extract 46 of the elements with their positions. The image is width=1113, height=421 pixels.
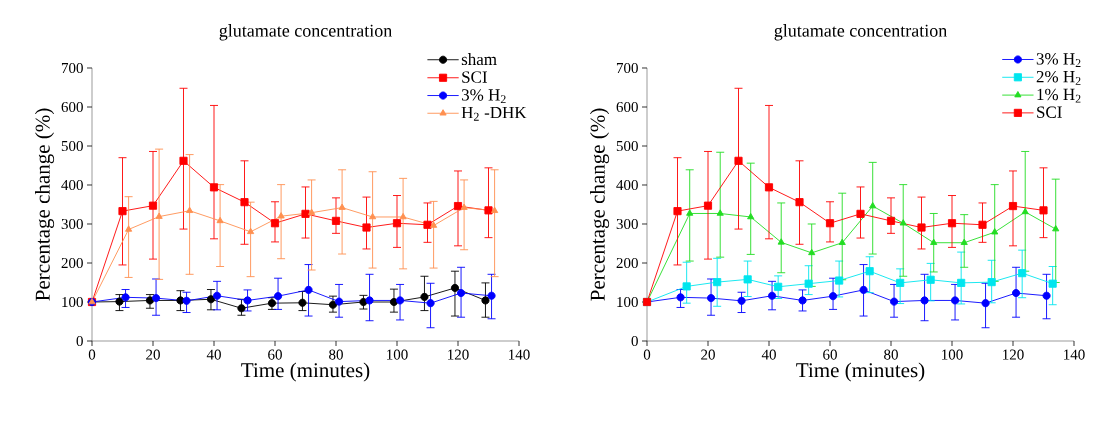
x-tick-label: 100 <box>387 349 408 360</box>
legend-label: 2% H$_{2}$ <box>1036 70 1081 85</box>
y-tick-label: 100 <box>617 296 638 308</box>
x-tick-label: 80 <box>329 349 343 360</box>
y-tick-label: 0 <box>76 335 83 347</box>
x-tick-label: 100 <box>942 349 963 360</box>
legend-label: sham <box>461 53 497 66</box>
chart-title: glutamate concentration <box>774 24 947 41</box>
x-tick-label: 20 <box>146 349 160 360</box>
y-tick-label: 700 <box>616 62 638 74</box>
legend-label: 1% H$_{2}$ <box>1037 88 1081 103</box>
y-tick-label: 0 <box>631 335 638 347</box>
x-tick-label: 20 <box>701 349 715 360</box>
y-tick-label: 300 <box>616 218 638 230</box>
x-tick-label: 80 <box>884 349 898 360</box>
x-tick-label: 40 <box>761 349 776 360</box>
x-tick-label: 60 <box>268 349 282 360</box>
y-tick-label: 500 <box>61 140 83 152</box>
x-tick-label: 0 <box>88 349 96 360</box>
y-tick-label: 500 <box>616 140 638 152</box>
y-tick-label: 200 <box>61 257 83 269</box>
y-tick-label: 200 <box>616 257 638 269</box>
chart-title: glutamate concentration <box>219 24 392 41</box>
y-tick-label: 400 <box>616 179 638 191</box>
legend-label: 3% H$_{2}$ <box>461 89 506 104</box>
x-tick-label: 120 <box>1003 349 1024 360</box>
y-tick-label: 100 <box>62 296 83 308</box>
legend-label: SCI <box>462 71 487 83</box>
y-tick-label: 300 <box>61 218 83 230</box>
y-tick-label: 400 <box>61 179 83 191</box>
legend-label: 3% H$_{2}$ <box>1036 53 1081 67</box>
x-tick-label: 40 <box>206 349 221 360</box>
x-tick-label: 0 <box>643 349 651 360</box>
y-tick-label: 600 <box>61 101 83 113</box>
y-axis-title: Percentage change (%) <box>35 108 55 301</box>
x-tick-label: 120 <box>448 349 469 360</box>
legend-label: SCI <box>1037 106 1062 118</box>
legend-label: H$_{2}$ -DHK <box>461 106 527 121</box>
y-tick-label: 700 <box>61 62 83 74</box>
x-axis-title: Time (minutes) <box>796 362 925 382</box>
x-tick-label: 140 <box>509 349 530 360</box>
x-tick-label: 140 <box>1064 349 1085 360</box>
y-tick-label: 600 <box>616 101 638 113</box>
y-axis-title: Percentage change (%) <box>590 108 610 301</box>
x-axis-title: Time (minutes) <box>241 362 370 382</box>
x-tick-label: 60 <box>823 349 837 360</box>
